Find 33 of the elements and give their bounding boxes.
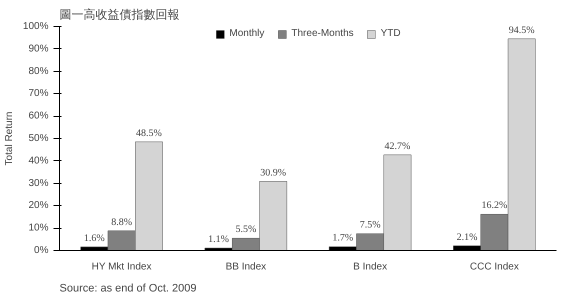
legend-label: YTD: [380, 28, 401, 39]
y-tick-label: 40%: [28, 155, 49, 166]
data-label: 16.2%: [481, 200, 508, 212]
y-tick-label: 60%: [28, 110, 49, 122]
data-label: 30.9%: [260, 167, 286, 178]
source-note: Source: as end of Oct. 2009: [60, 282, 196, 294]
data-label: 1.7%: [332, 232, 354, 244]
x-tick-label: HY Mkt Index: [92, 262, 152, 272]
legend-label: Monthly: [229, 28, 264, 39]
chart-title: 圖一高收益債指數回報: [60, 8, 180, 22]
x-tick-label: CCC Index: [470, 262, 519, 272]
legend-label: Three-Months: [291, 28, 354, 39]
data-label: 7.5%: [360, 220, 381, 231]
data-label: 8.8%: [111, 216, 132, 228]
data-label: 48.5%: [136, 128, 162, 139]
x-tick-label: B Index: [353, 262, 388, 272]
x-tick-label: BB Index: [226, 262, 266, 272]
y-axis-title: Total Return: [4, 112, 15, 166]
y-tick-label: 50%: [28, 133, 49, 144]
y-tick-label: 80%: [28, 66, 49, 77]
data-label: 1.1%: [208, 234, 229, 246]
data-label: 1.6%: [84, 232, 105, 244]
y-tick-label: 100%: [22, 21, 49, 32]
y-tick-label: 0%: [34, 245, 49, 256]
y-tick-label: 10%: [28, 222, 49, 234]
data-label: 2.1%: [456, 232, 478, 243]
data-label: 94.5%: [508, 24, 535, 36]
data-label: 5.5%: [235, 224, 256, 236]
y-tick-label: 20%: [28, 200, 49, 212]
y-tick-label: 90%: [28, 43, 49, 54]
y-tick-label: 30%: [28, 178, 49, 189]
y-tick-label: 70%: [28, 88, 49, 100]
data-label: 42.7%: [384, 140, 410, 152]
